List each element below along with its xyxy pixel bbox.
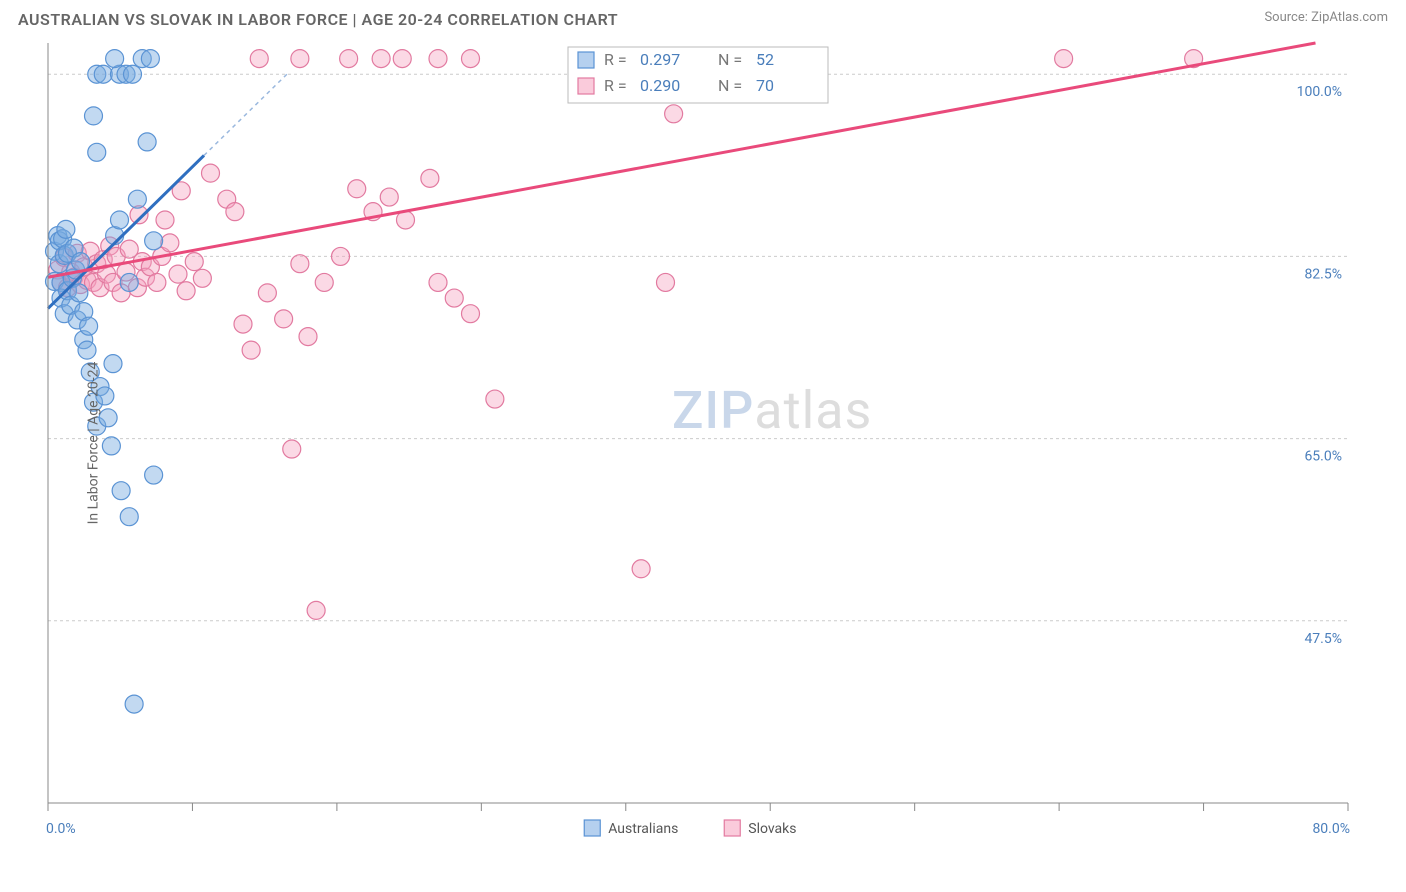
data-point <box>291 50 309 68</box>
legend-r-value: 0.297 <box>640 50 680 69</box>
legend-r-value: 0.290 <box>640 76 680 95</box>
data-point <box>125 695 143 713</box>
bottom-legend-label-a: Australians <box>608 821 678 837</box>
data-point <box>632 560 650 578</box>
data-point <box>665 105 683 123</box>
data-point <box>120 508 138 526</box>
data-point <box>242 341 260 359</box>
data-point <box>80 317 98 335</box>
data-point <box>258 284 276 302</box>
data-point <box>462 50 480 68</box>
data-point <box>70 284 88 302</box>
data-point <box>78 341 96 359</box>
data-point <box>94 65 112 83</box>
data-point <box>177 282 195 300</box>
data-point <box>275 310 293 328</box>
data-point <box>202 164 220 182</box>
data-point <box>315 273 333 291</box>
data-point <box>299 328 317 346</box>
data-point <box>112 482 130 500</box>
legend-n-value: 70 <box>756 76 774 95</box>
legend-n-label: N = <box>718 50 742 69</box>
scatter-chart: 47.5% 65.0% 82.5% 100.0% ZIPatlas 0.0% 80.0% R … <box>18 33 1388 853</box>
legend-swatch <box>578 78 594 94</box>
data-point <box>72 253 90 271</box>
data-point <box>393 50 411 68</box>
data-point <box>111 211 129 229</box>
watermark: ZIPatlas <box>672 380 872 441</box>
data-point <box>185 253 203 271</box>
chart-container: In Labor Force | Age 20-24 47.5% 65.0% 82.… <box>18 33 1388 853</box>
data-point <box>148 273 166 291</box>
data-point <box>145 232 163 250</box>
data-point <box>99 409 117 427</box>
data-point <box>421 169 439 187</box>
legend-swatch <box>578 52 594 68</box>
data-point <box>88 143 106 161</box>
data-point <box>161 234 179 252</box>
y-tick-label: 47.5% <box>1304 631 1342 647</box>
data-point <box>332 247 350 265</box>
legend-r-label: R = <box>604 50 627 69</box>
data-point <box>291 255 309 273</box>
data-point <box>429 273 447 291</box>
source-value: ZipAtlas.com <box>1311 10 1388 25</box>
data-point <box>429 50 447 68</box>
bottom-legend-swatch-b <box>724 820 740 836</box>
data-point <box>124 65 142 83</box>
y-axis-label: In Labor Force | Age 20-24 <box>85 362 101 525</box>
data-point <box>106 50 124 68</box>
data-point <box>128 190 146 208</box>
data-point <box>102 437 120 455</box>
data-point <box>57 220 75 238</box>
data-point <box>307 601 325 619</box>
trend-line-a-ext <box>204 74 287 155</box>
data-point <box>85 107 103 125</box>
x-min-label: 0.0% <box>46 821 76 837</box>
y-tick-label: 100.0% <box>1297 84 1342 100</box>
data-point <box>250 50 268 68</box>
bottom-legend-label-b: Slovaks <box>748 821 796 837</box>
data-point <box>226 203 244 221</box>
legend-n-value: 52 <box>756 50 774 69</box>
chart-title: AUSTRALIAN VS SLOVAK IN LABOR FORCE | AG… <box>18 10 618 29</box>
x-max-label: 80.0% <box>1312 821 1350 837</box>
chart-source: Source: ZipAtlas.com <box>1264 10 1388 25</box>
data-point <box>657 273 675 291</box>
data-point <box>193 269 211 287</box>
source-label: Source: <box>1264 10 1307 25</box>
chart-header: AUSTRALIAN VS SLOVAK IN LABOR FORCE | AG… <box>0 0 1406 33</box>
data-point <box>120 273 138 291</box>
data-point <box>1055 50 1073 68</box>
data-point <box>462 305 480 323</box>
data-point <box>372 50 390 68</box>
data-point <box>445 289 463 307</box>
data-point <box>486 390 504 408</box>
data-point <box>234 315 252 333</box>
data-point <box>169 265 187 283</box>
legend-n-label: N = <box>718 76 742 95</box>
y-tick-label: 65.0% <box>1304 449 1342 465</box>
data-point <box>340 50 358 68</box>
data-point <box>380 188 398 206</box>
data-point <box>104 355 122 373</box>
legend-r-label: R = <box>604 76 627 95</box>
y-tick-label: 82.5% <box>1304 266 1342 282</box>
data-point <box>348 180 366 198</box>
bottom-legend-swatch-a <box>584 820 600 836</box>
data-point <box>141 50 159 68</box>
data-point <box>156 211 174 229</box>
data-point <box>145 466 163 484</box>
data-point <box>138 133 156 151</box>
data-point <box>283 440 301 458</box>
